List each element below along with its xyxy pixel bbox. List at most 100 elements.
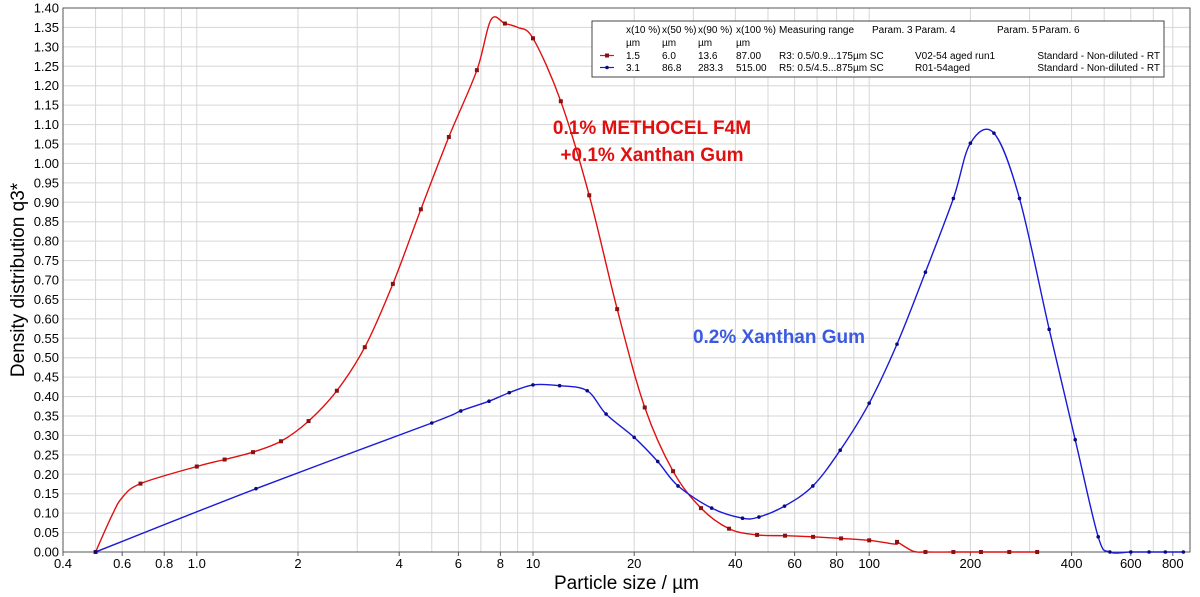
data-point: [755, 532, 760, 537]
data-point: [278, 439, 283, 444]
data-point: [1163, 550, 1168, 554]
y-tick-label: 0.30: [34, 428, 59, 443]
data-point: [1035, 550, 1040, 554]
series-line: [95, 128, 1184, 554]
y-tick-label: 0.95: [34, 175, 59, 190]
legend-header: Param. 5: [997, 25, 1038, 36]
data-point: [811, 534, 816, 539]
x-tick-label: 100: [858, 556, 880, 571]
x-tick-label: 4: [396, 556, 403, 571]
legend-cell: R3: 0.5/0.9...175µm SC: [779, 51, 884, 62]
data-point: [867, 538, 872, 543]
series-2: [93, 128, 1186, 554]
data-point: [895, 539, 900, 544]
y-tick-label: 0.40: [34, 389, 59, 404]
x-tick-label: 0.8: [155, 556, 173, 571]
y-tick-label: 0.70: [34, 273, 59, 288]
x-tick-label: 8: [497, 556, 504, 571]
x-tick-label: 10: [526, 556, 540, 571]
data-point: [251, 450, 256, 455]
data-point: [194, 464, 199, 469]
annotations: 0.1% METHOCEL F4M +0.1% Xanthan Gum 0.2% X…: [553, 118, 865, 348]
legend-unit: µm: [626, 38, 640, 49]
y-tick-label: 0.80: [34, 234, 59, 249]
y-tick-label: 0.15: [34, 486, 59, 501]
series-layer: [93, 16, 1186, 554]
annotation-text: 0.1% METHOCEL F4M: [553, 118, 751, 139]
data-point: [698, 506, 703, 511]
x-tick-label: 20: [627, 556, 641, 571]
y-tick-label: 0.10: [34, 506, 59, 521]
data-point: [1181, 550, 1186, 554]
data-point: [867, 401, 871, 405]
legend-unit: µm: [662, 38, 676, 49]
data-point: [615, 307, 620, 312]
data-point: [558, 99, 563, 104]
legend-cell: 6.0: [662, 51, 676, 62]
data-point: [1128, 550, 1133, 554]
x-tick-label: 80: [829, 556, 843, 571]
data-point: [923, 550, 928, 554]
data-point: [557, 383, 562, 388]
y-tick-label: 0.85: [34, 214, 59, 229]
x-tick-label: 800: [1162, 556, 1184, 571]
y-tick-label: 0.90: [34, 195, 59, 210]
data-point: [587, 193, 592, 198]
data-point: [585, 388, 590, 393]
y-tick-label: 0.50: [34, 350, 59, 365]
x-tick-label: 0.4: [54, 556, 72, 571]
legend-cell: 283.3: [698, 63, 723, 74]
data-point: [530, 36, 535, 41]
y-tick-label: 0.60: [34, 311, 59, 326]
data-point: [93, 550, 98, 554]
legend-header: Param. 6: [1039, 25, 1080, 36]
x-tick-label: 60: [787, 556, 801, 571]
legend-cell: 13.6: [698, 51, 718, 62]
y-tick-label: 0.45: [34, 370, 59, 385]
y-tick-label: 0.05: [34, 525, 59, 540]
legend-cell: Standard - Non-diluted - RT: [1037, 51, 1160, 62]
legend-unit: µm: [736, 38, 750, 49]
x-tick-label: 2: [294, 556, 301, 571]
data-point: [254, 486, 258, 491]
data-point: [1047, 327, 1051, 332]
legend-cell: V02-54 aged run1: [915, 51, 996, 62]
data-point: [446, 135, 451, 140]
data-point: [418, 207, 423, 212]
data-point: [978, 550, 983, 554]
legend-header: Measuring range: [779, 25, 854, 36]
data-point: [487, 399, 491, 404]
data-point: [1147, 550, 1151, 554]
data-point: [757, 515, 761, 519]
data-point: [642, 405, 647, 410]
data-point: [531, 383, 535, 387]
x-tick-label: 200: [960, 556, 982, 571]
data-point: [502, 21, 507, 26]
data-point: [895, 342, 899, 346]
legend-header: x(10 %): [626, 25, 660, 36]
legend-cell: 3.1: [626, 63, 640, 74]
data-point: [968, 141, 973, 146]
legend-header: x(90 %): [698, 25, 732, 36]
y-tick-label: 1.40: [34, 1, 59, 16]
data-point: [632, 435, 636, 440]
y-tick-label: 0.65: [34, 292, 59, 307]
plot-frame: [62, 7, 1191, 553]
y-tick-label: 0.35: [34, 409, 59, 424]
data-point: [782, 504, 787, 508]
legend-cell: 86.8: [662, 63, 682, 74]
y-tick-label: 0.20: [34, 467, 59, 482]
legend-swatch-marker: [605, 53, 609, 58]
y-tick-label: 0.00: [34, 545, 59, 560]
legend-cell: Standard - Non-diluted - RT: [1037, 63, 1160, 74]
legend-cell: R5: 0.5/4.5...875µm SC: [779, 63, 884, 74]
data-point: [429, 421, 434, 425]
data-point: [1096, 535, 1101, 539]
series-1: [93, 16, 1040, 554]
x-tick-label: 0.6: [113, 556, 131, 571]
legend-cell: R01-54aged: [915, 63, 970, 74]
x-tick-label: 40: [728, 556, 742, 571]
data-point: [306, 419, 311, 424]
y-tick-label: 1.10: [34, 117, 59, 132]
